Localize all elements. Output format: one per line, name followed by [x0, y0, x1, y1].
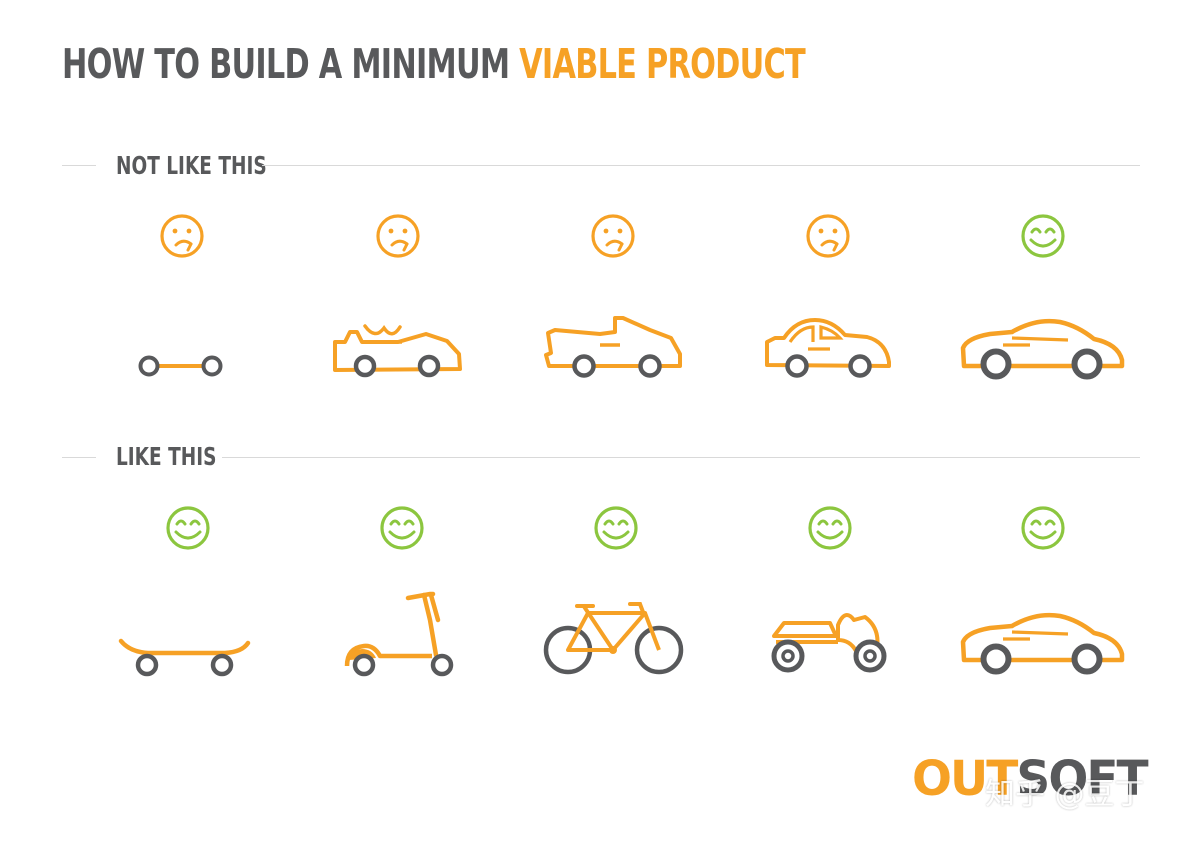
happy-face-icon	[382, 508, 422, 548]
happy-face-icon	[1023, 216, 1063, 256]
sad-face-icon	[378, 216, 418, 256]
happy-face-icon	[596, 508, 636, 548]
happy-face-icon	[810, 508, 850, 548]
happy-face-icon	[168, 508, 208, 548]
sedan-car-icon	[963, 321, 1122, 376]
skateboard-icon	[121, 641, 248, 674]
sedan-car-icon	[963, 615, 1122, 671]
convertible-car-icon	[546, 318, 680, 376]
scooter-icon	[347, 594, 451, 674]
chassis-wheels-icon	[141, 358, 221, 375]
motorcycle-icon	[774, 615, 884, 670]
sad-face-icon	[808, 216, 848, 256]
small-car-icon	[767, 320, 889, 376]
sad-face-icon	[593, 216, 633, 256]
watermark-text: 知乎 @豆丁	[985, 780, 1145, 810]
car-body-icon	[335, 326, 460, 375]
bicycle-icon	[546, 604, 681, 672]
sad-face-icon	[162, 216, 202, 256]
happy-face-icon	[1023, 508, 1063, 548]
